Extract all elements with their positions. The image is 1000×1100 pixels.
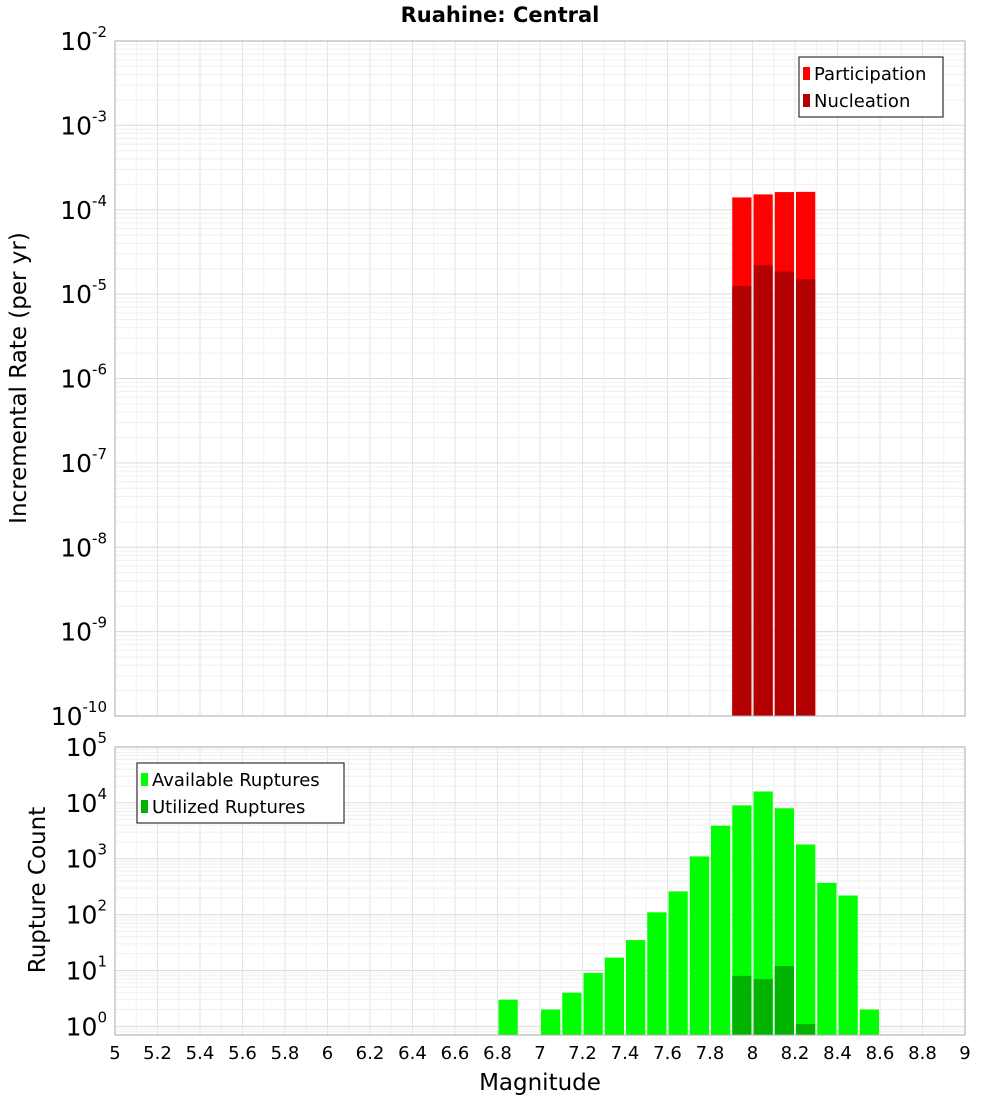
x-tick-label: 8.4 [823,1043,852,1064]
bar-available-ruptures [668,891,688,1035]
bar-available-ruptures [647,912,667,1035]
x-tick-label: 7.2 [568,1043,597,1064]
bar-available-ruptures [604,957,624,1035]
bar-available-ruptures [562,992,582,1035]
x-tick-label: 6.6 [441,1043,470,1064]
legend-swatch [141,800,148,813]
y-tick-label: 10-3 [60,107,107,140]
bar-available-ruptures [711,825,731,1035]
x-tick-label: 9 [959,1043,970,1064]
x-tick-label: 7.8 [696,1043,725,1064]
plot-border [114,746,966,1036]
y-tick-label: 10-2 [60,23,107,56]
legend-swatch [803,94,810,107]
y-tick-label: 10-8 [60,529,107,562]
plot-border [114,40,966,717]
y-tick-label: 103 [66,841,107,874]
x-tick-label: 5.6 [228,1043,257,1064]
y-tick-label: 104 [66,785,107,818]
bar-nucleation [774,271,794,716]
x-tick-label: 5.4 [186,1043,215,1064]
x-tick-label: 6 [322,1043,333,1064]
y-tick-label: 10-10 [51,698,107,731]
bar-available-ruptures [753,791,773,1035]
bar-available-ruptures [796,844,816,1035]
bar-utilized-ruptures [796,1024,816,1035]
x-tick-label: 8 [747,1043,758,1064]
legend-entry: Nucleation [814,91,910,112]
y-tick-label: 102 [66,897,107,930]
rupture-count-panel: 105 104 103 102 101 100 Available Ruptures Util… [66,729,971,1064]
bar-utilized-ruptures [753,979,773,1035]
bar-available-ruptures [817,882,837,1035]
y-tick-label: 100 [66,1008,107,1041]
legend-entry: Utilized Ruptures [152,797,305,818]
x-tick-label: 8.6 [866,1043,895,1064]
bar-available-ruptures [859,1009,879,1035]
x-tick-label: 6.2 [356,1043,385,1064]
x-tick-label: 5 [109,1043,120,1064]
legend-entry: Available Ruptures [152,770,320,791]
y-tick-label: 101 [66,952,107,985]
bar-utilized-ruptures [732,975,752,1035]
rate-y-axis-label: Incremental Rate (per yr) [6,232,32,524]
x-tick-label: 5.2 [143,1043,172,1064]
x-tick-label: 7 [534,1043,545,1064]
x-tick-label: 5.8 [271,1043,300,1064]
x-tick-label: 8.8 [908,1043,937,1064]
bar-available-ruptures [498,999,518,1035]
y-tick-label: 10-9 [60,614,107,647]
bar-available-ruptures [689,856,709,1035]
x-tick-label: 6.8 [483,1043,512,1064]
legend-entry: Participation [814,64,926,85]
bar-nucleation [753,265,773,716]
bar-available-ruptures [583,973,603,1035]
chart-title: Ruahine: Central [401,3,600,27]
y-tick-label: 10-4 [60,192,107,225]
bar-nucleation [796,279,816,716]
y-tick-label: 105 [66,729,107,762]
x-tick-label: 7.6 [653,1043,682,1064]
x-tick-label: 8.2 [781,1043,810,1064]
bar-available-ruptures [838,895,858,1035]
bar-available-ruptures [541,1009,561,1035]
legend-box [136,762,345,824]
magnitude-x-axis-label: Magnitude [479,1070,601,1096]
x-tick-label: 7.4 [611,1043,640,1064]
rate-panel: 10-2 10-3 10-4 10-5 10-6 10-7 10-8 10-9 10-10 Par… [51,23,966,731]
legend-swatch [803,67,810,80]
bar-available-ruptures [626,940,646,1035]
bar-utilized-ruptures [774,966,794,1035]
x-tick-label: 6.4 [398,1043,427,1064]
y-tick-label: 10-6 [60,361,107,394]
y-tick-label: 10-7 [60,445,107,478]
legend-swatch [141,773,148,786]
bar-nucleation [732,285,752,716]
y-tick-label: 10-5 [60,276,107,309]
legend-box [798,56,944,118]
count-y-axis-label: Rupture Count [25,807,51,973]
